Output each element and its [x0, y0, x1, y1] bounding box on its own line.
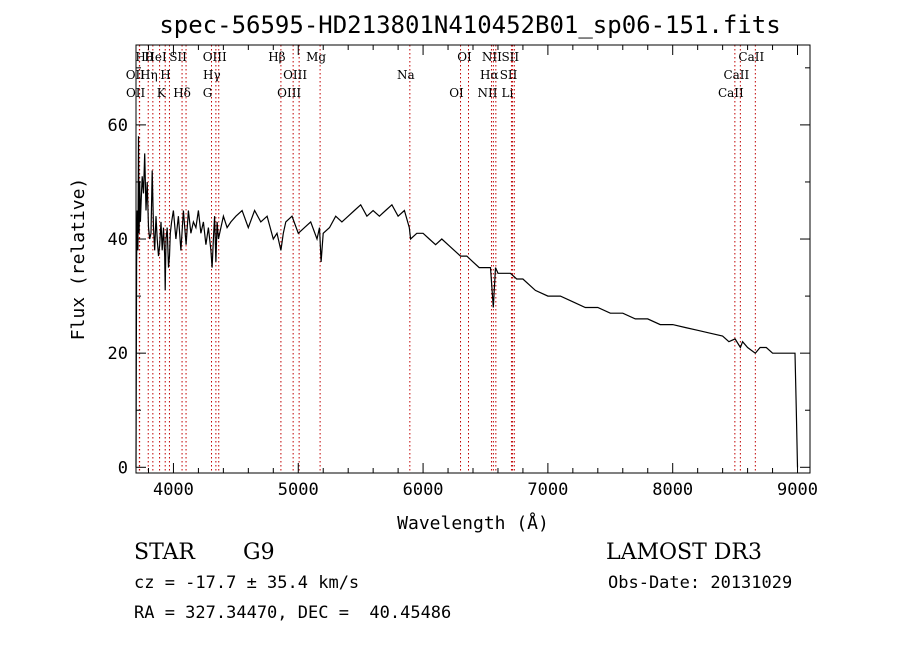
subclass-label: G9	[243, 540, 275, 565]
x-tick-label: 5000	[278, 480, 319, 500]
line-label: CaII	[723, 68, 749, 82]
line-label: HeI	[144, 50, 167, 64]
line-label: OI	[449, 86, 464, 100]
line-label: NII	[477, 86, 497, 100]
y-tick-label: 40	[108, 230, 128, 250]
line-label: SII	[501, 50, 519, 64]
line-label: K	[157, 86, 167, 100]
line-label: OII	[126, 68, 146, 82]
line-label: H	[160, 68, 170, 82]
y-tick-label: 60	[108, 116, 128, 136]
y-tick-label: 20	[108, 344, 128, 364]
coordinates-label: RA = 327.34470, DEC = 40.45486	[134, 603, 452, 623]
chart-title: spec-56595-HD213801N410452B01_sp06-151.f…	[159, 11, 780, 39]
line-label: OIII	[277, 86, 301, 100]
y-tick-label: 0	[118, 458, 128, 478]
line-label: OIII	[283, 68, 307, 82]
line-label: SII	[169, 50, 187, 64]
x-tick-label: 8000	[652, 480, 693, 500]
line-label: OI	[457, 50, 472, 64]
line-label: SII	[500, 68, 518, 82]
object-type-label: STAR	[134, 540, 195, 565]
line-label: Hγ	[203, 68, 221, 82]
line-label: OIII	[203, 50, 227, 64]
line-label: Hθ	[135, 50, 153, 64]
x-tick-label: 9000	[777, 480, 818, 500]
y-axis-label: Flux (relative)	[68, 178, 89, 341]
line-label: Li	[502, 86, 514, 100]
line-label: Hβ	[268, 50, 285, 64]
survey-label: LAMOST DR3	[606, 540, 762, 565]
line-label: CaII	[738, 50, 764, 64]
line-label: Hα	[480, 68, 499, 82]
line-label: Hδ	[173, 86, 191, 100]
line-label: G	[203, 86, 213, 100]
line-label: Na	[397, 68, 415, 82]
x-tick-label: 6000	[403, 480, 444, 500]
plot-frame	[135, 44, 811, 474]
redshift-label: cz = -17.7 ± 35.4 km/s	[134, 573, 360, 593]
spectrum-plot: spec-56595-HD213801N410452B01_sp06-151.f…	[68, 11, 818, 534]
line-label: Hη	[140, 68, 158, 82]
x-axis-label: Wavelength (Å)	[397, 512, 549, 534]
x-tick-label: 7000	[527, 480, 568, 500]
line-label: CaII	[718, 86, 744, 100]
line-label: Mg	[306, 50, 326, 64]
obs-date-label: Obs-Date: 20131029	[608, 573, 793, 593]
x-tick-label: 4000	[153, 480, 194, 500]
line-label: NII	[482, 50, 502, 64]
spectrum-line	[135, 136, 799, 468]
